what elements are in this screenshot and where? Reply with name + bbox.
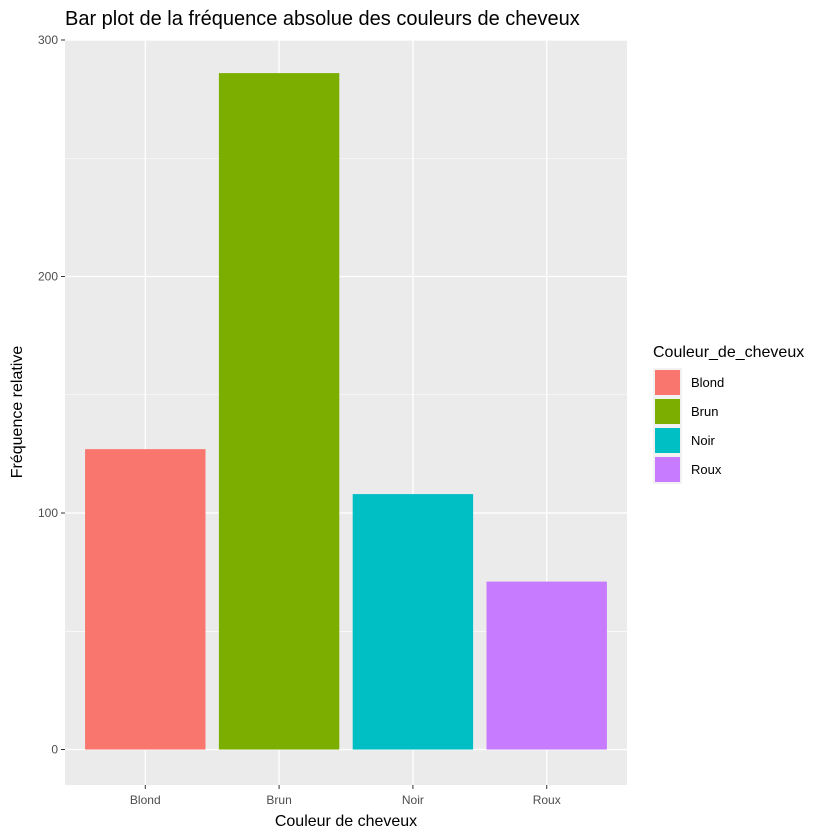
- legend-label: Roux: [691, 462, 722, 477]
- legend-swatch: [655, 457, 680, 482]
- legend: Couleur_de_cheveux Blond Brun Noir Roux: [653, 344, 804, 484]
- x-tick-label: Brun: [266, 793, 291, 807]
- bar-noir: [352, 494, 474, 750]
- bar-roux: [486, 581, 607, 750]
- legend-title: Couleur_de_cheveux: [653, 344, 804, 361]
- bar-brun: [218, 73, 340, 750]
- y-tick-label: 200: [38, 270, 58, 284]
- bar-blond: [85, 449, 206, 750]
- y-tick-label: 300: [38, 33, 58, 47]
- legend-swatch: [655, 428, 680, 453]
- y-axis-title: Fréquence relative: [9, 346, 26, 479]
- x-tick-label: Noir: [402, 793, 424, 807]
- x-axis: Blond Brun Noir Roux: [130, 785, 561, 807]
- legend-swatch: [655, 399, 680, 424]
- legend-items: Blond Brun Noir Roux: [653, 368, 724, 484]
- legend-label: Noir: [691, 433, 716, 448]
- legend-label: Blond: [691, 375, 724, 390]
- bars: [85, 73, 607, 750]
- legend-swatch: [655, 370, 680, 395]
- x-axis-title: Couleur de cheveux: [275, 813, 417, 830]
- legend-label: Brun: [691, 404, 718, 419]
- y-tick-label: 100: [38, 506, 58, 520]
- x-tick-label: Roux: [533, 793, 561, 807]
- x-tick-label: Blond: [130, 793, 161, 807]
- chart-title: Bar plot de la fréquence absolue des cou…: [65, 8, 580, 30]
- y-axis: 0 100 200 300: [38, 33, 65, 757]
- y-tick-label: 0: [51, 743, 58, 757]
